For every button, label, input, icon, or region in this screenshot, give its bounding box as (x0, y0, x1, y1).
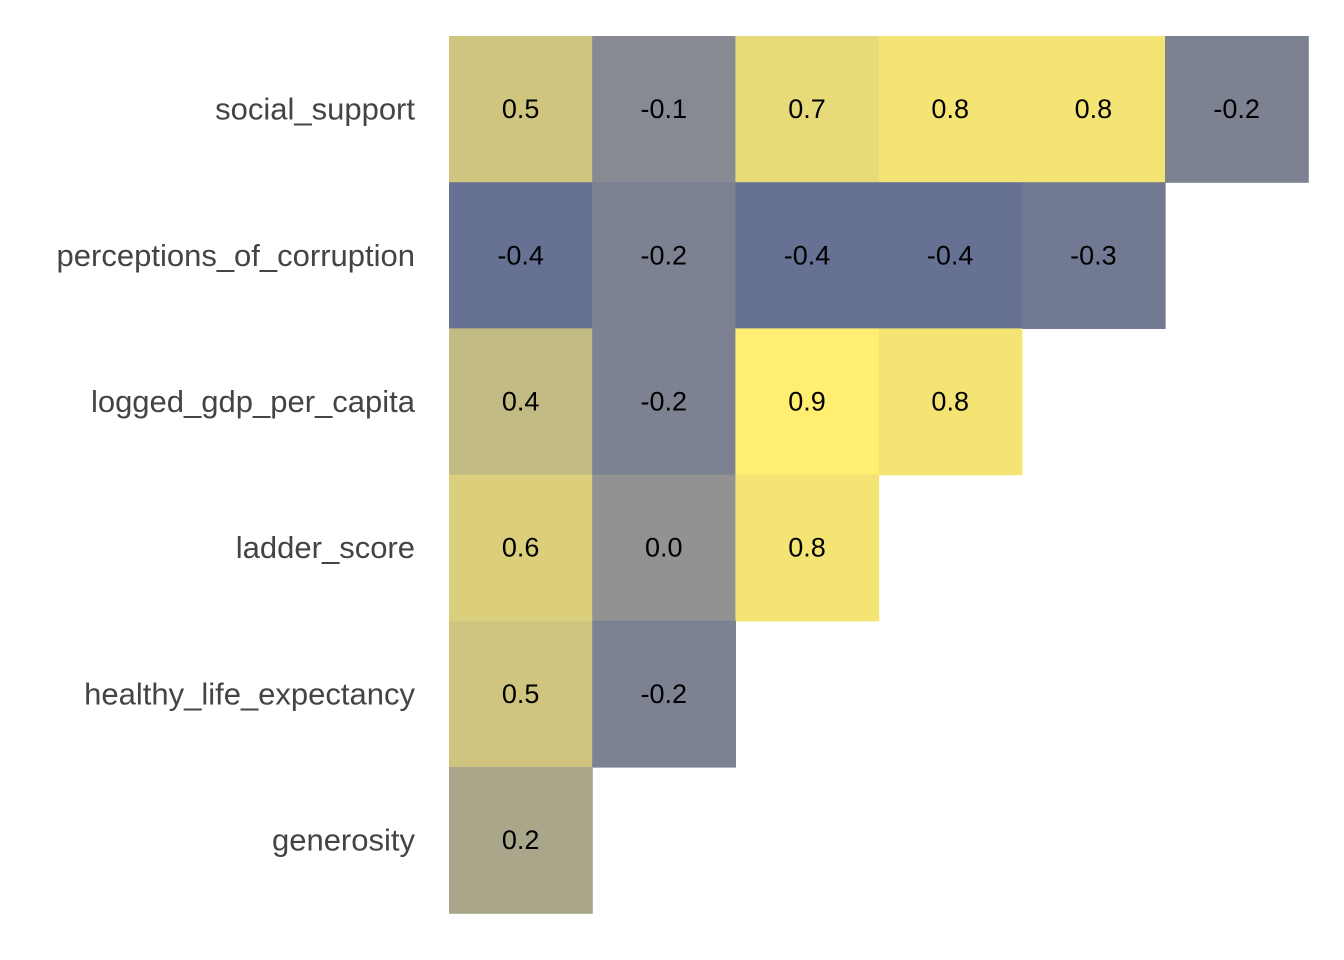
heatmap-cell (735, 182, 880, 329)
heatmap-cell (592, 620, 736, 768)
row-label: perceptions_of_corruption (57, 238, 415, 273)
row-label: social_support (215, 92, 415, 127)
heatmap-cell (592, 474, 736, 622)
cell-value-label: 0.8 (788, 533, 826, 563)
heatmap-cell (592, 36, 736, 183)
heatmap-cell (735, 36, 880, 183)
cell-value-label: 0.9 (788, 387, 826, 417)
cell-value-label: 0.8 (931, 94, 969, 124)
cell-value-labels: 0.5 -0.1 0.7 0.8 0.8 -0.2 -0.4 -0.2 -0.4 -0.4 -0.3… (497, 94, 1260, 855)
heatmap-cells (449, 36, 1309, 914)
cell-value-label: 0.5 (502, 679, 540, 709)
heatmap-cell (449, 328, 593, 476)
heatmap-cell (592, 328, 736, 476)
heatmap-cell (878, 182, 1023, 329)
heatmap-cell (878, 36, 1023, 183)
row-label: ladder_score (236, 530, 415, 565)
heatmap-cell (449, 474, 593, 622)
cell-value-label: 0.0 (645, 533, 683, 563)
cell-value-label: -0.4 (927, 240, 974, 270)
cell-value-label: 0.8 (931, 387, 969, 417)
heatmap-cell (449, 767, 593, 914)
cell-value-label: 0.5 (502, 94, 540, 124)
heatmap-cell (1021, 182, 1166, 329)
heatmap-cell (1021, 36, 1166, 183)
cell-value-label: -0.1 (641, 94, 688, 124)
cell-value-label: 0.8 (1075, 94, 1113, 124)
row-label: healthy_life_expectancy (84, 676, 415, 711)
cell-value-label: -0.4 (784, 240, 831, 270)
cell-value-label: 0.2 (502, 825, 540, 855)
cell-value-label: -0.4 (497, 240, 544, 270)
cell-value-label: -0.3 (1070, 240, 1117, 270)
cell-value-label: -0.2 (641, 387, 688, 417)
heatmap-cell (449, 620, 593, 768)
row-label: generosity (272, 823, 416, 858)
cell-value-label: 0.4 (502, 387, 540, 417)
row-labels: social_support perceptions_of_corruptionl… (57, 92, 416, 858)
heatmap-cell (1165, 36, 1309, 183)
row-label: logged_gdp_per_capita (91, 384, 416, 419)
cell-value-label: 0.6 (502, 533, 540, 563)
heatmap-cell (449, 36, 593, 183)
cell-value-label: -0.2 (1213, 94, 1260, 124)
heatmap-cell (735, 328, 880, 476)
heatmap-cell (878, 328, 1023, 476)
cell-value-label: -0.2 (641, 240, 688, 270)
cell-value-label: 0.7 (788, 94, 826, 124)
heatmap-cell (592, 182, 736, 329)
cell-value-label: -0.2 (641, 679, 688, 709)
heatmap-cell (735, 474, 880, 622)
heatmap-cell (449, 182, 593, 329)
